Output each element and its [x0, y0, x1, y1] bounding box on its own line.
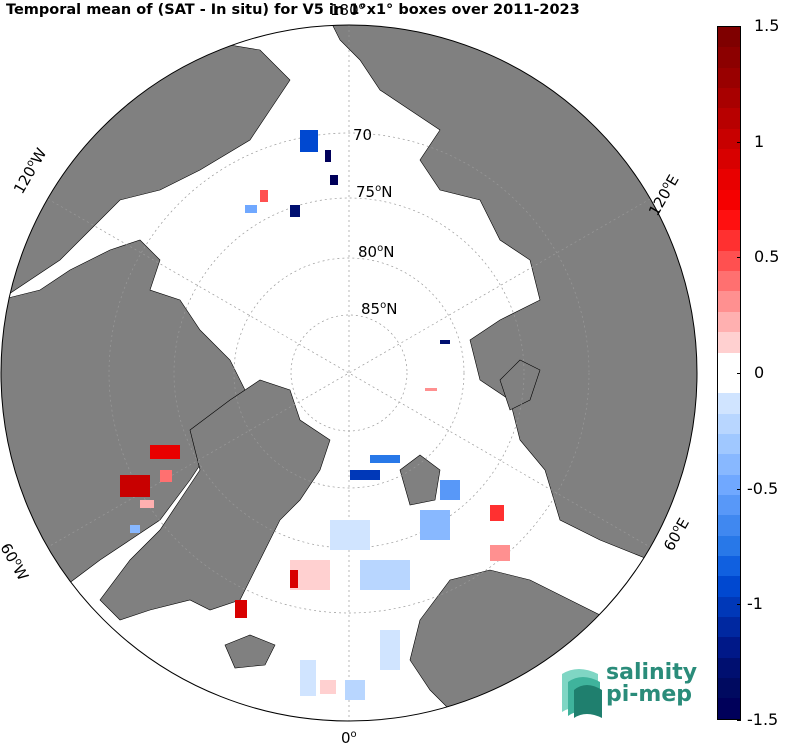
- colorbar-segment: [718, 494, 740, 516]
- colorbar-tick-mark: [737, 141, 741, 143]
- lat-label-80: 80oN: [358, 243, 395, 261]
- logo-text-salinity: salinity: [606, 660, 698, 685]
- colorbar-tick-label: 1: [754, 131, 765, 151]
- colorbar-segment: [718, 250, 740, 272]
- colorbar-segment: [718, 210, 740, 231]
- map-border: [0, 24, 698, 722]
- colorbar-segment: [718, 311, 740, 333]
- colorbar-tick-mark: [737, 720, 741, 721]
- lat-label-70: 70: [353, 126, 373, 144]
- colorbar-segment: [718, 637, 740, 658]
- colorbar-segment: [718, 372, 740, 394]
- colorbar-segment: [718, 271, 740, 292]
- colorbar-segment: [718, 616, 740, 638]
- colorbar-segment: [718, 555, 740, 577]
- colorbar-segment: [718, 291, 740, 312]
- lon-label-0: 0o: [341, 729, 357, 747]
- colorbar-segment: [718, 352, 740, 373]
- logo-icon: [562, 669, 602, 718]
- colorbar-segment: [718, 47, 740, 68]
- colorbar-tick-label: -1: [747, 594, 763, 614]
- colorbar-tick-mark: [737, 604, 741, 606]
- colorbar-tick-label: -0.5: [747, 478, 779, 498]
- colorbar-tick-mark: [737, 373, 741, 374]
- colorbar-segment: [718, 128, 740, 150]
- colorbar-segment: [718, 169, 740, 190]
- colorbar-tick-mark: [737, 26, 741, 27]
- colorbar-segment: [718, 393, 740, 414]
- colorbar-segment: [718, 27, 740, 48]
- land-iceland: [224, 634, 276, 669]
- colorbar-segment: [718, 474, 740, 495]
- colorbar-tick-label: -1.5: [747, 710, 779, 729]
- colorbar-segment: [718, 678, 740, 699]
- colorbar-segment: [718, 108, 740, 129]
- logo-text-pimep: pi-mep: [606, 682, 693, 707]
- colorbar-segment: [718, 67, 740, 89]
- colorbar-segment: [718, 535, 740, 556]
- colorbar-segment: [718, 657, 740, 678]
- data-boxes: [120, 130, 510, 700]
- colorbar-segment: [718, 454, 740, 475]
- colorbar-segment: [718, 413, 740, 434]
- map-title: Temporal mean of (SAT - In situ) for V5 …: [6, 2, 580, 18]
- colorbar-segment: [718, 230, 740, 251]
- colorbar-segment: [718, 576, 740, 597]
- land-novaya: [499, 359, 541, 411]
- graticule: [47, 25, 651, 721]
- colorbar-tick-mark: [737, 488, 741, 490]
- colorbar-segment: [718, 433, 740, 455]
- lon-label-180: 180o: [330, 1, 365, 19]
- colorbar-segment: [718, 149, 740, 170]
- land-svalbard: [399, 454, 441, 506]
- colorbar-segment: [718, 596, 740, 617]
- colorbar-tick-label: 1.5: [754, 16, 780, 35]
- colorbar-segment: [718, 332, 740, 353]
- colorbar-tick-mark: [737, 257, 741, 259]
- colorbar: [717, 26, 741, 720]
- colorbar-segment: [718, 515, 740, 536]
- colorbar-tick-label: 0.5: [754, 247, 780, 267]
- colorbar-segment: [718, 189, 740, 211]
- lat-label-85: 85oN: [361, 300, 398, 318]
- salinity-pimep-logo: salinity pi-mep: [558, 660, 698, 718]
- colorbar-tick-label: 0: [754, 363, 765, 382]
- colorbar-segment: [718, 88, 740, 109]
- lat-label-75: 75oN: [356, 183, 393, 201]
- colorbar-segment: [718, 698, 740, 719]
